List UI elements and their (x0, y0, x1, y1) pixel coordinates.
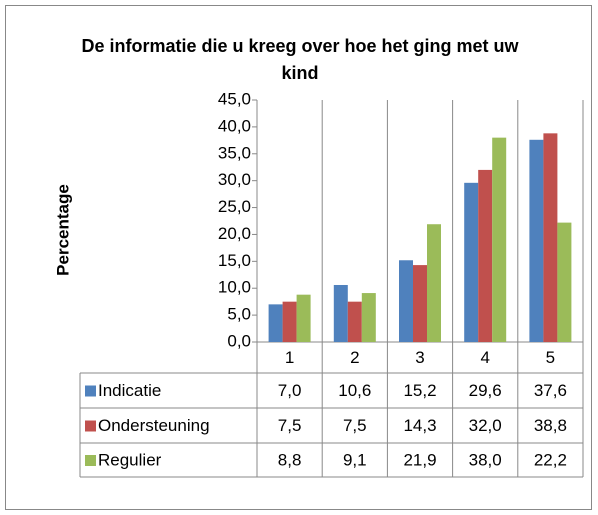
y-tick-label: 40,0 (218, 116, 251, 135)
table-value: 15,2 (403, 381, 436, 400)
table-value: 38,0 (469, 450, 502, 469)
table-value: 22,2 (534, 450, 567, 469)
legend-key (85, 385, 96, 397)
x-tick-label: 3 (415, 348, 424, 367)
table-value: 21,9 (403, 450, 436, 469)
y-tick-label: 15,0 (218, 251, 251, 270)
y-tick-label: 35,0 (218, 143, 251, 162)
x-tick-label: 5 (546, 348, 555, 367)
table-value: 7,5 (278, 416, 302, 435)
bar (347, 301, 362, 342)
legend-label: Indicatie (98, 381, 161, 400)
y-tick-label: 10,0 (218, 278, 251, 297)
y-tick-label: 25,0 (218, 197, 251, 216)
table-value: 10,6 (338, 381, 371, 400)
bar (529, 139, 544, 342)
table-value: 32,0 (469, 416, 502, 435)
x-tick-label: 2 (350, 348, 359, 367)
bar (492, 137, 507, 342)
bar (282, 301, 297, 342)
table-value: 37,6 (534, 381, 567, 400)
y-tick-label: 0,0 (227, 331, 251, 350)
bar (557, 222, 572, 342)
bar (464, 182, 479, 342)
bar (399, 260, 413, 342)
chart-title: De informatie die u kreeg over hoe het g… (81, 36, 519, 83)
bar (413, 265, 427, 342)
x-tick-label: 1 (285, 348, 294, 367)
bar (478, 169, 493, 342)
bar (296, 294, 311, 342)
y-axis-label: Percentage (53, 184, 72, 276)
bar (361, 293, 376, 342)
table-value: 38,8 (534, 416, 567, 435)
bar (427, 224, 441, 342)
y-tick-label: 5,0 (227, 305, 251, 324)
table-value: 14,3 (403, 416, 436, 435)
legend-key (85, 420, 96, 432)
table-value: 8,8 (278, 450, 302, 469)
table-value: 9,1 (343, 450, 367, 469)
bar (268, 304, 283, 342)
legend-key (85, 455, 96, 466)
table-value: 7,5 (343, 416, 367, 435)
table-value: 29,6 (469, 381, 502, 400)
table-value: 7,0 (278, 381, 302, 400)
y-tick-label: 45,0 (218, 89, 251, 108)
y-tick-label: 30,0 (218, 170, 251, 189)
bar (333, 284, 348, 342)
x-tick-label: 4 (480, 348, 489, 367)
legend-label: Regulier (98, 450, 162, 469)
y-tick-label: 20,0 (218, 224, 251, 243)
bar (543, 133, 558, 342)
legend-label: Ondersteuning (98, 416, 210, 435)
